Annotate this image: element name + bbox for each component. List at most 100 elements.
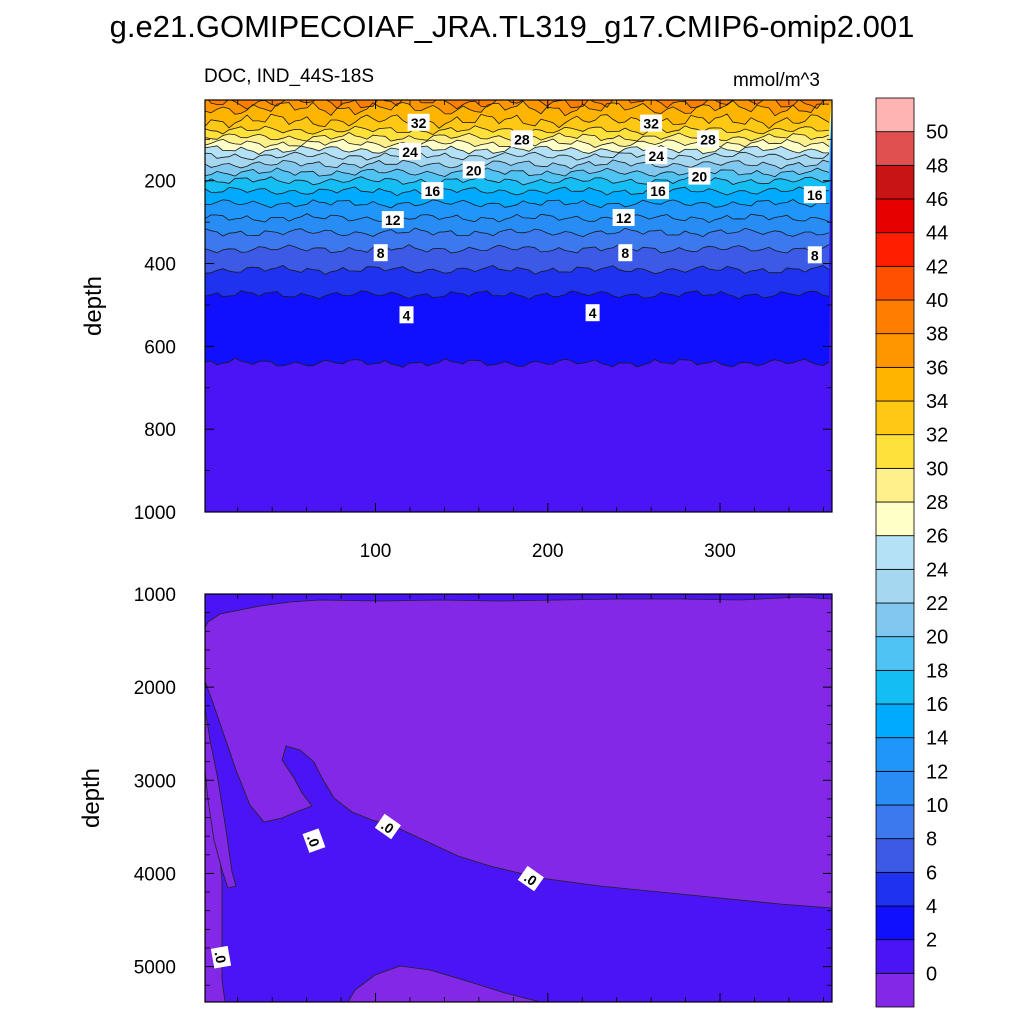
left-subtitle: DOC, IND_44S-18S bbox=[204, 66, 374, 87]
contour-label-text: 28 bbox=[514, 131, 530, 147]
contour-label-box bbox=[618, 244, 633, 262]
colorbar-swatch bbox=[875, 939, 915, 974]
upper-contour-fills bbox=[205, 100, 832, 512]
colorbar-swatch bbox=[875, 232, 915, 267]
contour-label-text: 20 bbox=[692, 169, 708, 185]
colorbar-tick-label: 22 bbox=[926, 593, 948, 615]
upper-contour-lines bbox=[205, 100, 830, 368]
colorbar-swatch bbox=[875, 972, 915, 1008]
colorbar-swatch bbox=[875, 737, 915, 772]
contour-label-text: 12 bbox=[616, 210, 632, 226]
upper-contour-line-34 bbox=[205, 113, 830, 130]
colorbar-swatch bbox=[875, 501, 915, 537]
upper-contour-line-24 bbox=[205, 151, 830, 161]
upper-contour-line-12 bbox=[205, 213, 830, 224]
contour-label-box bbox=[421, 182, 444, 200]
contour-label-box bbox=[399, 306, 414, 324]
contour-label-text: 4 bbox=[589, 305, 597, 321]
contour-label-box bbox=[612, 209, 635, 226]
colorbar-swatch bbox=[875, 568, 915, 604]
upper-contour-label: 16 bbox=[803, 186, 826, 204]
upper-contour-line-22 bbox=[205, 159, 830, 170]
contour-label-box bbox=[585, 304, 600, 322]
colorbar-swatch bbox=[875, 703, 915, 739]
colorbar-tick-label: 46 bbox=[926, 189, 948, 211]
colorbar-tick-label: 18 bbox=[926, 660, 948, 682]
colorbar-swatch bbox=[875, 97, 915, 133]
colorbar-tick-label: 36 bbox=[926, 357, 948, 379]
colorbar: 0246810121416182022242628303234363840424… bbox=[875, 97, 948, 1008]
contour-label-text: 16 bbox=[807, 187, 823, 203]
upper-contour-line-6 bbox=[205, 264, 830, 275]
upper-contour-line-20 bbox=[205, 167, 830, 178]
lower-axis-ticks: 1000 2000 3000 4000 5000 bbox=[134, 585, 832, 1002]
upper-y-tick-label: 600 bbox=[144, 337, 176, 358]
upper-contour-line-36 bbox=[205, 100, 830, 117]
upper-contour-label: 20 bbox=[462, 161, 485, 179]
upper-contour-label: 32 bbox=[640, 114, 663, 132]
lower-y-tick-label: 4000 bbox=[134, 864, 176, 885]
upper-contour-label: 8 bbox=[807, 246, 822, 264]
upper-plot-frame bbox=[204, 99, 833, 513]
contour-label-box bbox=[210, 945, 232, 969]
upper-contour-line-18 bbox=[205, 175, 830, 186]
contour-label-box bbox=[462, 161, 485, 179]
colorbar-swatch bbox=[875, 198, 915, 234]
contour-label-text: 16 bbox=[650, 183, 666, 199]
colorbar-swatch bbox=[875, 602, 915, 638]
upper-contour-line-14 bbox=[205, 199, 830, 209]
upper-contour-label: 8 bbox=[373, 244, 388, 262]
upper-contour-label: 12 bbox=[612, 209, 635, 226]
upper-contour-label: 24 bbox=[399, 142, 421, 160]
colorbar-tick-label: 0 bbox=[926, 963, 937, 985]
lower-y-tick-label: 3000 bbox=[134, 771, 176, 792]
contour-label-text: 32 bbox=[411, 115, 427, 131]
colorbar-swatch bbox=[875, 838, 915, 873]
contour-label-box bbox=[399, 142, 421, 160]
contour-label-text: 8 bbox=[811, 247, 819, 263]
colorbar-tick-label: 4 bbox=[926, 896, 937, 918]
colorbar-swatch bbox=[875, 164, 915, 200]
contour-label-text: 24 bbox=[649, 148, 665, 164]
upper-contour-label: 16 bbox=[421, 182, 444, 200]
upper-contour-labels: 32 28 24 20 16 12 8 4 32 28 24 20 16 12 8 4 16 8 bbox=[373, 113, 826, 324]
upper-x-tick-label: 100 bbox=[360, 541, 392, 562]
contour-label-text: 8 bbox=[377, 245, 385, 261]
contour-label-box bbox=[640, 114, 663, 132]
upper-contour-line-16 bbox=[205, 186, 830, 197]
colorbar-swatch bbox=[875, 333, 915, 368]
colorbar-tick-label: 12 bbox=[926, 761, 948, 783]
upper-x-tick-label: 200 bbox=[532, 541, 564, 562]
contour-label-text: 32 bbox=[643, 116, 659, 132]
contour-label-box bbox=[381, 211, 404, 229]
contour-label-box bbox=[647, 182, 669, 200]
colorbar-swatch bbox=[875, 131, 915, 166]
colorbar-swatch bbox=[875, 669, 915, 705]
colorbar-tick-label: 10 bbox=[926, 795, 948, 817]
colorbar-swatch bbox=[875, 299, 915, 335]
lower-contour-labels: .0 .0 .0 .0 bbox=[210, 813, 544, 969]
upper-contour-label: 20 bbox=[688, 167, 711, 185]
contour-label-text: 16 bbox=[425, 183, 441, 199]
contour-label-text: .0 bbox=[304, 833, 323, 850]
lower-region-zero-to-two bbox=[205, 594, 832, 629]
lower-y-tick-label: 1000 bbox=[134, 585, 176, 606]
upper-contour-label: 12 bbox=[381, 211, 404, 229]
colorbar-tick-label: 38 bbox=[926, 324, 948, 346]
contour-label-box bbox=[373, 244, 388, 262]
colorbar-swatch bbox=[875, 265, 915, 301]
colorbar-swatch bbox=[875, 770, 915, 806]
upper-y-tick-label: 200 bbox=[144, 172, 176, 193]
contour-label-box bbox=[302, 828, 326, 853]
lower-region-left-pocket bbox=[205, 707, 237, 889]
colorbar-tick-label: 8 bbox=[926, 829, 937, 851]
colorbar-tick-label: 14 bbox=[926, 728, 948, 750]
upper-contour-label: 4 bbox=[585, 304, 600, 322]
colorbar-tick-label: 26 bbox=[926, 526, 948, 548]
lower-contour-fills bbox=[205, 594, 832, 1002]
lower-panel: .0 .0 .0 .0 1000 2000 3000 4000 5000 depth bbox=[78, 585, 833, 1003]
upper-contour-label: 28 bbox=[510, 130, 533, 148]
upper-y-tick-label: 1000 bbox=[134, 503, 176, 524]
lower-y-axis-label: depth bbox=[78, 768, 105, 828]
colorbar-swatch bbox=[875, 434, 915, 469]
